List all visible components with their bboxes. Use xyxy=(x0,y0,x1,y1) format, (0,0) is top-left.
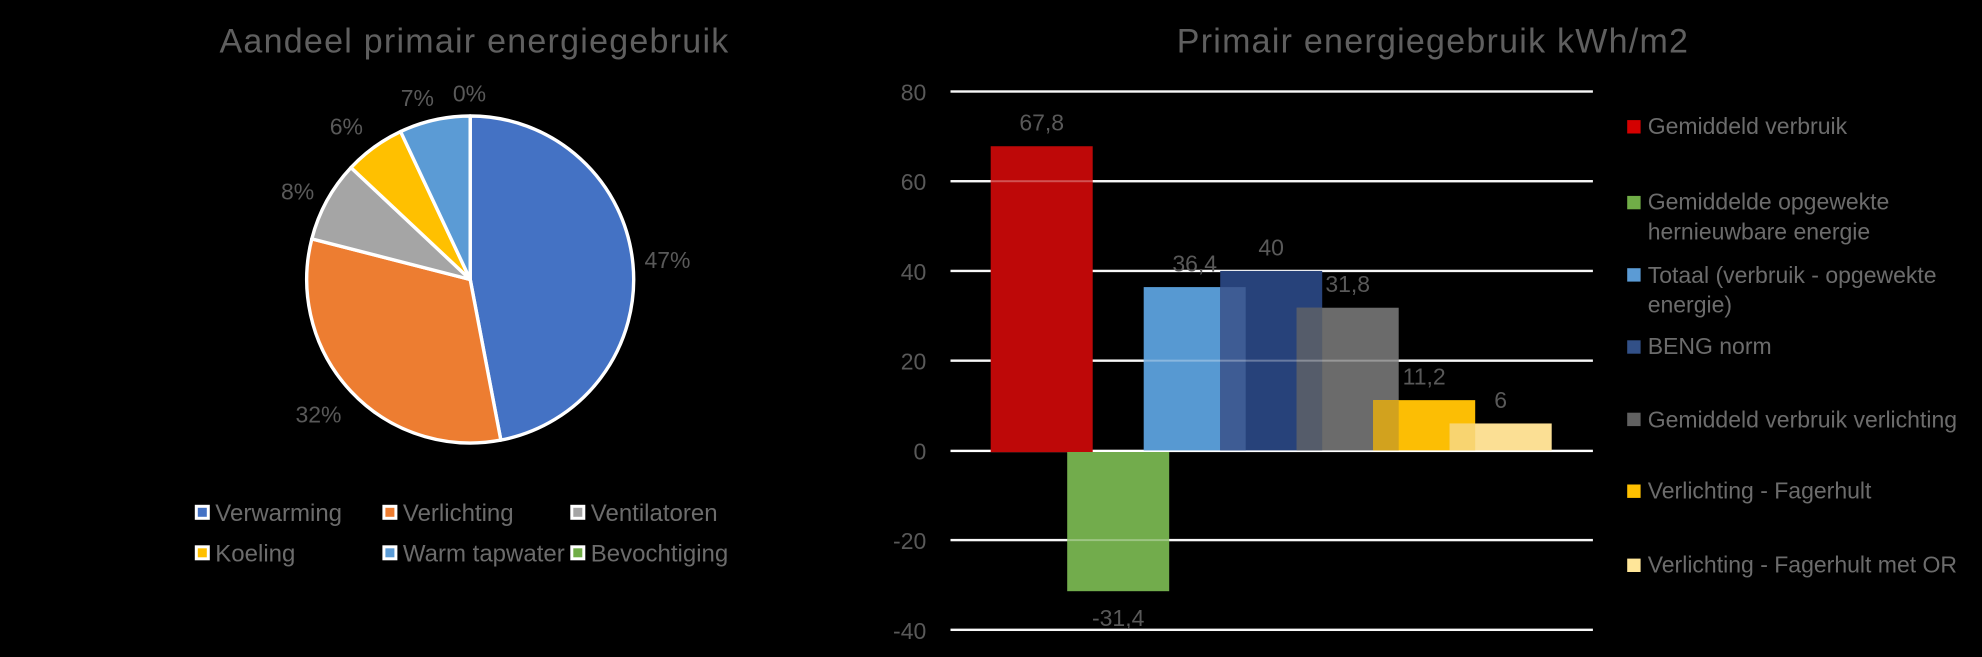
svg-text:hernieuwbare energie: hernieuwbare energie xyxy=(1648,219,1871,245)
svg-text:40: 40 xyxy=(901,259,927,285)
svg-text:Aandeel primair energiegebruik: Aandeel primair energiegebruik xyxy=(220,22,730,60)
svg-text:31,8: 31,8 xyxy=(1325,271,1370,297)
svg-text:Gemiddeld verbruik verlichting: Gemiddeld verbruik verlichting xyxy=(1648,406,1957,432)
svg-text:Primair energiegebruik kWh/m2: Primair energiegebruik kWh/m2 xyxy=(1177,22,1689,60)
svg-text:60: 60 xyxy=(901,169,927,195)
svg-text:11,2: 11,2 xyxy=(1403,364,1446,390)
svg-text:40: 40 xyxy=(1258,234,1284,260)
svg-text:Bevochtiging: Bevochtiging xyxy=(591,540,728,567)
svg-text:Verlichting: Verlichting xyxy=(403,500,514,527)
svg-text:Verlichting - Fagerhult: Verlichting - Fagerhult xyxy=(1648,477,1872,503)
svg-text:Gemiddeld verbruik: Gemiddeld verbruik xyxy=(1648,113,1848,139)
svg-text:0%: 0% xyxy=(453,81,486,107)
svg-text:Koeling: Koeling xyxy=(215,540,295,567)
svg-text:80: 80 xyxy=(901,80,927,106)
svg-text:-20: -20 xyxy=(893,528,926,554)
svg-text:Ventilatoren: Ventilatoren xyxy=(591,500,718,527)
svg-text:-31,4: -31,4 xyxy=(1092,605,1145,631)
svg-text:6: 6 xyxy=(1494,387,1507,413)
svg-text:Verwarming: Verwarming xyxy=(215,500,342,527)
svg-text:8%: 8% xyxy=(281,179,314,205)
svg-text:47%: 47% xyxy=(644,247,690,273)
svg-text:36,4: 36,4 xyxy=(1172,251,1217,277)
svg-text:32%: 32% xyxy=(295,402,341,428)
svg-text:BENG norm: BENG norm xyxy=(1648,333,1772,359)
svg-text:Totaal (verbruik - opgewekte: Totaal (verbruik - opgewekte xyxy=(1648,262,1937,288)
svg-text:Warm tapwater: Warm tapwater xyxy=(403,540,565,567)
svg-text:67,8: 67,8 xyxy=(1019,110,1064,136)
svg-text:-40: -40 xyxy=(893,618,926,644)
svg-text:Gemiddelde opgewekte: Gemiddelde opgewekte xyxy=(1648,189,1890,215)
svg-text:6%: 6% xyxy=(330,114,363,140)
svg-text:20: 20 xyxy=(901,349,927,375)
svg-text:7%: 7% xyxy=(401,85,434,111)
svg-text:0: 0 xyxy=(914,438,927,464)
svg-text:Verlichting - Fagerhult met OR: Verlichting - Fagerhult met OR xyxy=(1648,552,1957,578)
svg-text:energie): energie) xyxy=(1648,292,1732,318)
